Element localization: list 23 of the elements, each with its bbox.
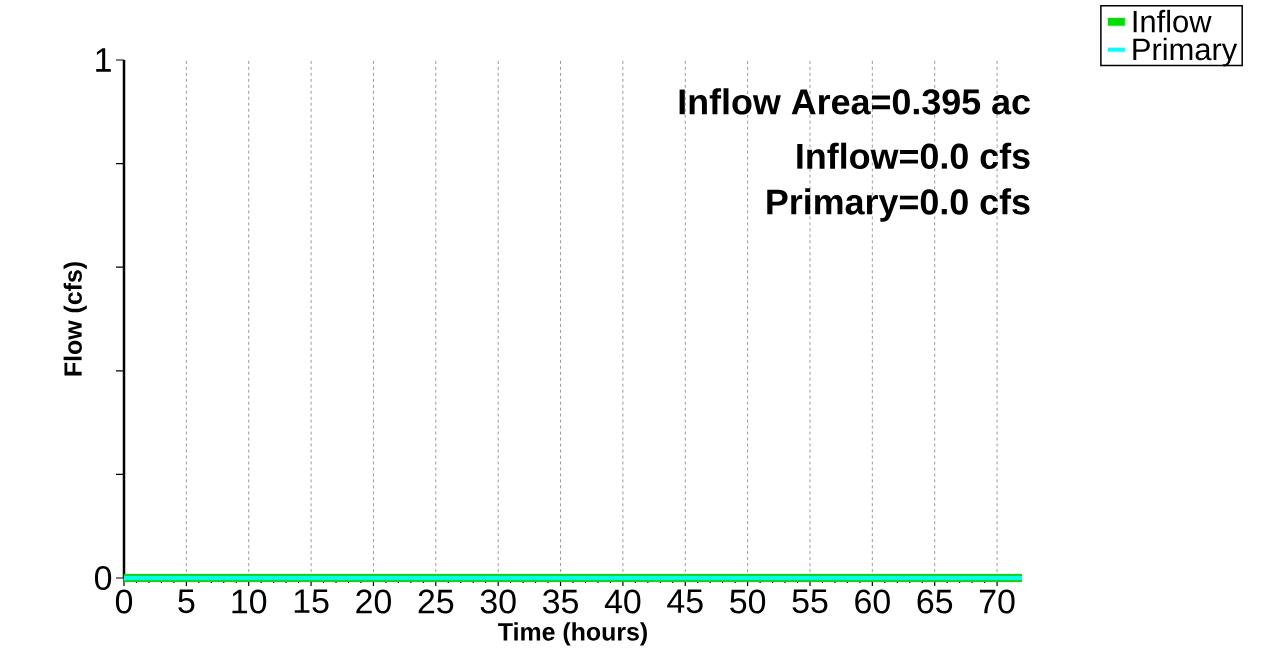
annotation: Primary=0.0 cfs bbox=[767, 188, 1030, 222]
annotation: Inflow Area=0.395 ac bbox=[679, 88, 1030, 115]
x-tick-label: 35 bbox=[542, 589, 578, 614]
x-tick-label: 20 bbox=[356, 589, 391, 614]
x-axis-title: Time (hours) bbox=[498, 622, 647, 646]
x-tick-label: 30 bbox=[480, 589, 516, 614]
x-tick-label: 50 bbox=[730, 589, 766, 614]
legend-label: Primary bbox=[1133, 37, 1238, 67]
y-tick-label: 1 bbox=[96, 48, 111, 72]
x-tick-label: 60 bbox=[855, 589, 890, 614]
x-tick-label: 55 bbox=[792, 589, 828, 614]
x-tick-label: 5 bbox=[178, 589, 195, 614]
x-tick-label: 10 bbox=[232, 589, 267, 614]
x-tick-label: 65 bbox=[917, 589, 953, 614]
x-tick-label: 40 bbox=[604, 589, 641, 614]
annotation: Inflow=0.0 cfs bbox=[797, 142, 1030, 169]
x-tick-label: 25 bbox=[418, 589, 454, 614]
legend-label: Inflow bbox=[1133, 9, 1212, 33]
x-tick-label: 0 bbox=[115, 589, 133, 614]
x-tick-label: 15 bbox=[294, 589, 329, 614]
x-tick-label: 70 bbox=[979, 589, 1015, 614]
y-axis-title: Flow (cfs) bbox=[63, 262, 87, 376]
x-tick-label: 45 bbox=[667, 589, 703, 614]
